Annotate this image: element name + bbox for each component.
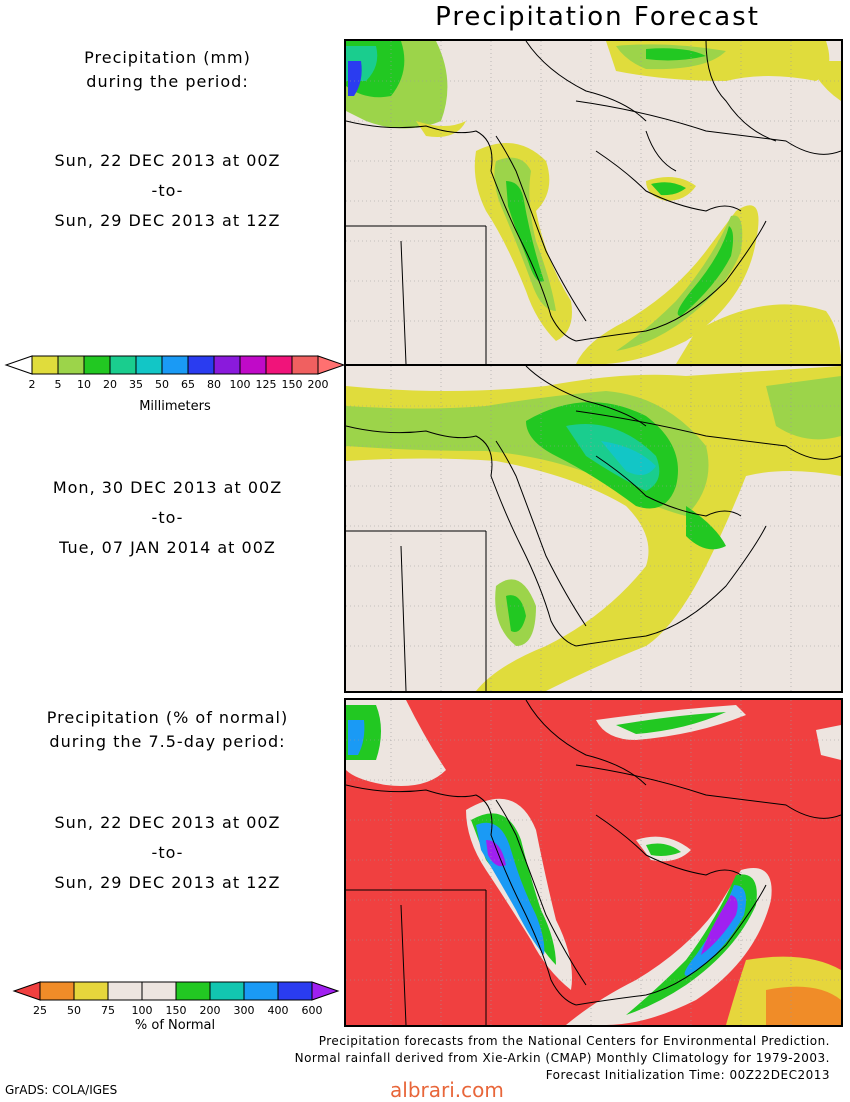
panel3-heading: Precipitation (% of normal) during the 7… bbox=[0, 706, 335, 754]
pct-legend-swatch bbox=[39, 981, 75, 1001]
mm-legend-swatch bbox=[135, 355, 163, 375]
mm-legend-tick-label: 10 bbox=[77, 378, 91, 391]
mm-legend-tick-label: 200 bbox=[308, 378, 329, 391]
page-title: Precipitation Forecast bbox=[435, 2, 760, 32]
mm-legend-tick-label: 2 bbox=[29, 378, 36, 391]
panel3-start: Sun, 22 DEC 2013 at 00Z bbox=[54, 813, 281, 832]
mm-legend-tick-label: 80 bbox=[207, 378, 221, 391]
panel2-to: -to- bbox=[151, 508, 184, 527]
panel1-to: -to- bbox=[151, 181, 184, 200]
map-panel-2 bbox=[344, 364, 843, 693]
panel1-heading-line2: during the period: bbox=[86, 72, 249, 91]
mm-legend-swatch bbox=[265, 355, 293, 375]
pct-legend-swatch bbox=[175, 981, 211, 1001]
mm-legend-swatch bbox=[291, 355, 319, 375]
map-panel-3 bbox=[344, 698, 843, 1027]
precip-shading-1 bbox=[346, 41, 841, 364]
watermark: albrari.com bbox=[390, 1078, 504, 1102]
pct-legend-tick-label: 25 bbox=[33, 1004, 47, 1017]
mm-legend-tick-label: 150 bbox=[282, 378, 303, 391]
panel2-period: Mon, 30 DEC 2013 at 00Z -to- Tue, 07 JAN… bbox=[0, 476, 335, 560]
mm-legend-swatch bbox=[83, 355, 111, 375]
mm-legend-tick-label: 100 bbox=[230, 378, 251, 391]
mm-legend-swatch bbox=[109, 355, 137, 375]
coastlines-2 bbox=[346, 366, 841, 691]
panel2-end: Tue, 07 JAN 2014 at 00Z bbox=[59, 538, 276, 557]
mm-legend-swatch bbox=[161, 355, 189, 375]
mm-legend-tick-label: 20 bbox=[103, 378, 117, 391]
precip-shading-2 bbox=[346, 366, 841, 691]
grads-credit: GrADS: COLA/IGES bbox=[5, 1083, 118, 1097]
mm-legend-arrow-high bbox=[317, 355, 344, 375]
mm-legend-swatch bbox=[57, 355, 85, 375]
mm-legend-tick-label: 65 bbox=[181, 378, 195, 391]
pct-legend: 25 50 75 100 150 200 300 400 600 bbox=[12, 981, 340, 1017]
panel3-end: Sun, 29 DEC 2013 at 12Z bbox=[54, 873, 281, 892]
pct-legend-swatch bbox=[243, 981, 279, 1001]
mm-legend-tick-label: 50 bbox=[155, 378, 169, 391]
footer-line3: Forecast Initialization Time: 00Z22DEC20… bbox=[545, 1068, 830, 1082]
panel3-heading-line2: during the 7.5-day period: bbox=[49, 732, 286, 751]
footer-line2: Normal rainfall derived from Xie-Arkin (… bbox=[294, 1051, 830, 1065]
mm-legend-unit: Millimeters bbox=[139, 399, 211, 414]
panel3-period: Sun, 22 DEC 2013 at 00Z -to- Sun, 29 DEC… bbox=[0, 811, 335, 895]
percent-shading-3 bbox=[346, 700, 841, 1025]
pct-legend-swatch bbox=[73, 981, 109, 1001]
pct-legend-tick-label: 150 bbox=[166, 1004, 187, 1017]
coastlines-1 bbox=[346, 41, 841, 364]
pct-legend-tick-label: 400 bbox=[268, 1004, 289, 1017]
panel1-start: Sun, 22 DEC 2013 at 00Z bbox=[54, 151, 281, 170]
mm-legend: 2 5 10 20 35 50 65 80 100 125 150 200 bbox=[4, 355, 344, 391]
pct-legend-tick-label: 200 bbox=[200, 1004, 221, 1017]
panel1-heading: Precipitation (mm) during the period: bbox=[0, 46, 335, 94]
panel2-start: Mon, 30 DEC 2013 at 00Z bbox=[52, 478, 283, 497]
panel3-to: -to- bbox=[151, 843, 184, 862]
footer-line1: Precipitation forecasts from the Nationa… bbox=[318, 1034, 830, 1048]
footer-notes: Precipitation forecasts from the Nationa… bbox=[295, 1033, 830, 1084]
pct-legend-tick-label: 600 bbox=[302, 1004, 323, 1017]
pct-legend-tick-label: 300 bbox=[234, 1004, 255, 1017]
pct-legend-tick-label: 50 bbox=[67, 1004, 81, 1017]
panel1-end: Sun, 29 DEC 2013 at 12Z bbox=[54, 211, 281, 230]
pct-legend-swatch bbox=[209, 981, 245, 1001]
pct-legend-swatch bbox=[141, 981, 177, 1001]
mm-legend-tick-label: 35 bbox=[129, 378, 143, 391]
pct-legend-swatch bbox=[277, 981, 313, 1001]
pct-legend-tick-label: 75 bbox=[101, 1004, 115, 1017]
panel1-heading-line1: Precipitation (mm) bbox=[84, 48, 251, 67]
pct-legend-arrow-high bbox=[311, 981, 340, 1001]
mm-legend-swatch bbox=[187, 355, 215, 375]
mm-legend-arrow-low bbox=[4, 355, 33, 375]
mm-legend-tick-label: 5 bbox=[55, 378, 62, 391]
panel3-heading-line1: Precipitation (% of normal) bbox=[46, 708, 289, 727]
pct-legend-swatch bbox=[107, 981, 143, 1001]
panel1-period: Sun, 22 DEC 2013 at 00Z -to- Sun, 29 DEC… bbox=[0, 149, 335, 233]
pct-legend-arrow-low bbox=[12, 981, 41, 1001]
mm-legend-tick-label: 125 bbox=[256, 378, 277, 391]
map-panel-1 bbox=[344, 39, 843, 366]
coastlines-3 bbox=[346, 700, 841, 1025]
pct-legend-unit: % of Normal bbox=[134, 1018, 216, 1033]
mm-legend-swatch bbox=[213, 355, 241, 375]
pct-legend-tick-label: 100 bbox=[132, 1004, 153, 1017]
mm-legend-swatch bbox=[31, 355, 59, 375]
mm-legend-swatch bbox=[239, 355, 267, 375]
